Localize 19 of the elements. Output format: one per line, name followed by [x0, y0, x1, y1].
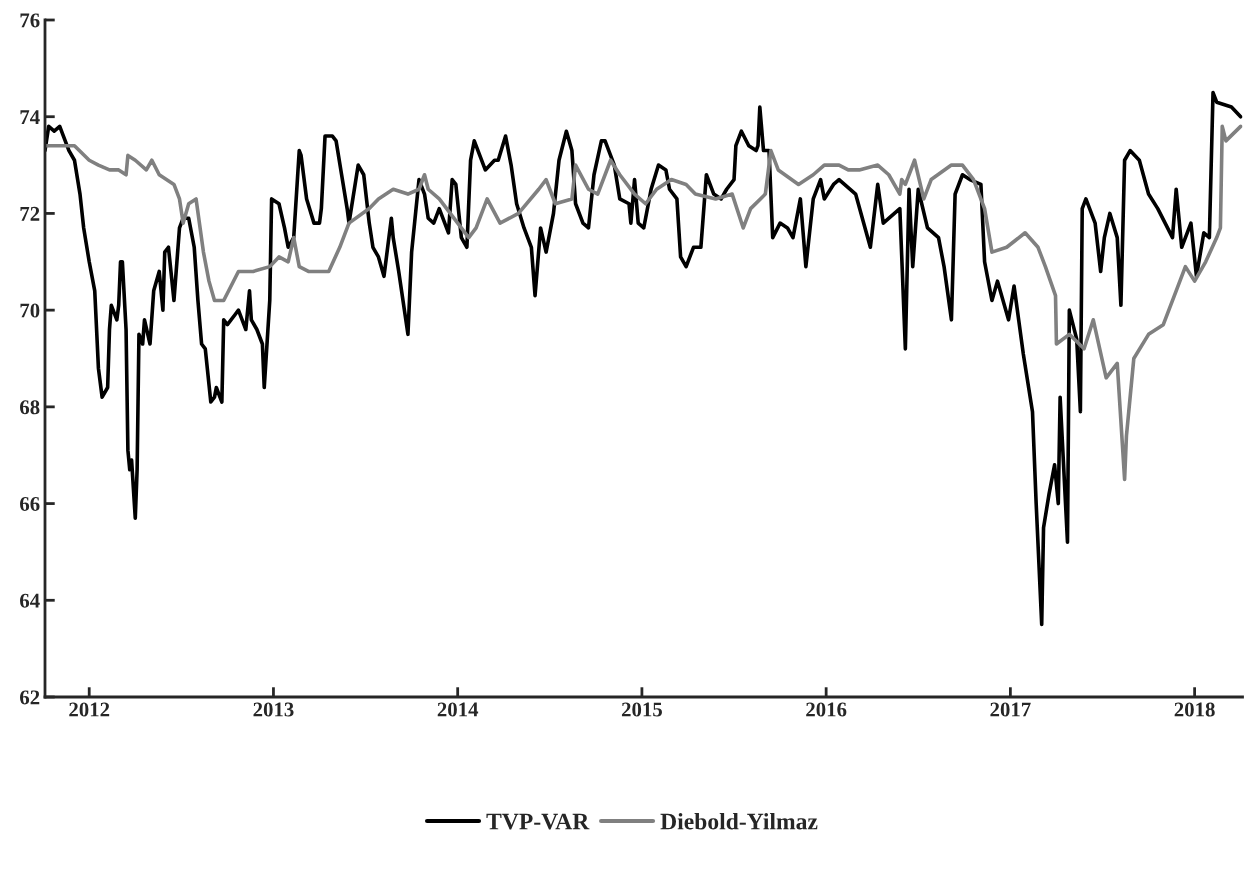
y-tick-label: 64 [20, 593, 40, 608]
y-tick-label: 62 [20, 690, 40, 705]
x-tick-label: 2016 [806, 702, 847, 717]
y-tick-label: 68 [20, 400, 40, 415]
y-tick-label: 72 [20, 206, 40, 221]
line-series [45, 124, 1243, 482]
x-tick-label: 2018 [1174, 702, 1215, 717]
x-tick-label: 2017 [990, 702, 1031, 717]
x-tick-label: 2015 [621, 702, 662, 717]
y-tick-label: 74 [20, 110, 40, 124]
x-tick-label: 2012 [69, 702, 110, 717]
legend-label: Diebold-Yilmaz [660, 812, 818, 830]
line-series [45, 90, 1243, 627]
x-tick-label: 2013 [253, 702, 294, 717]
legend-label: TVP-VAR [486, 813, 590, 830]
y-tick-label: 76 [20, 13, 40, 28]
y-tick-label: 70 [20, 303, 40, 318]
y-tick-label: 66 [20, 497, 40, 511]
x-tick-label: 2014 [437, 702, 479, 717]
